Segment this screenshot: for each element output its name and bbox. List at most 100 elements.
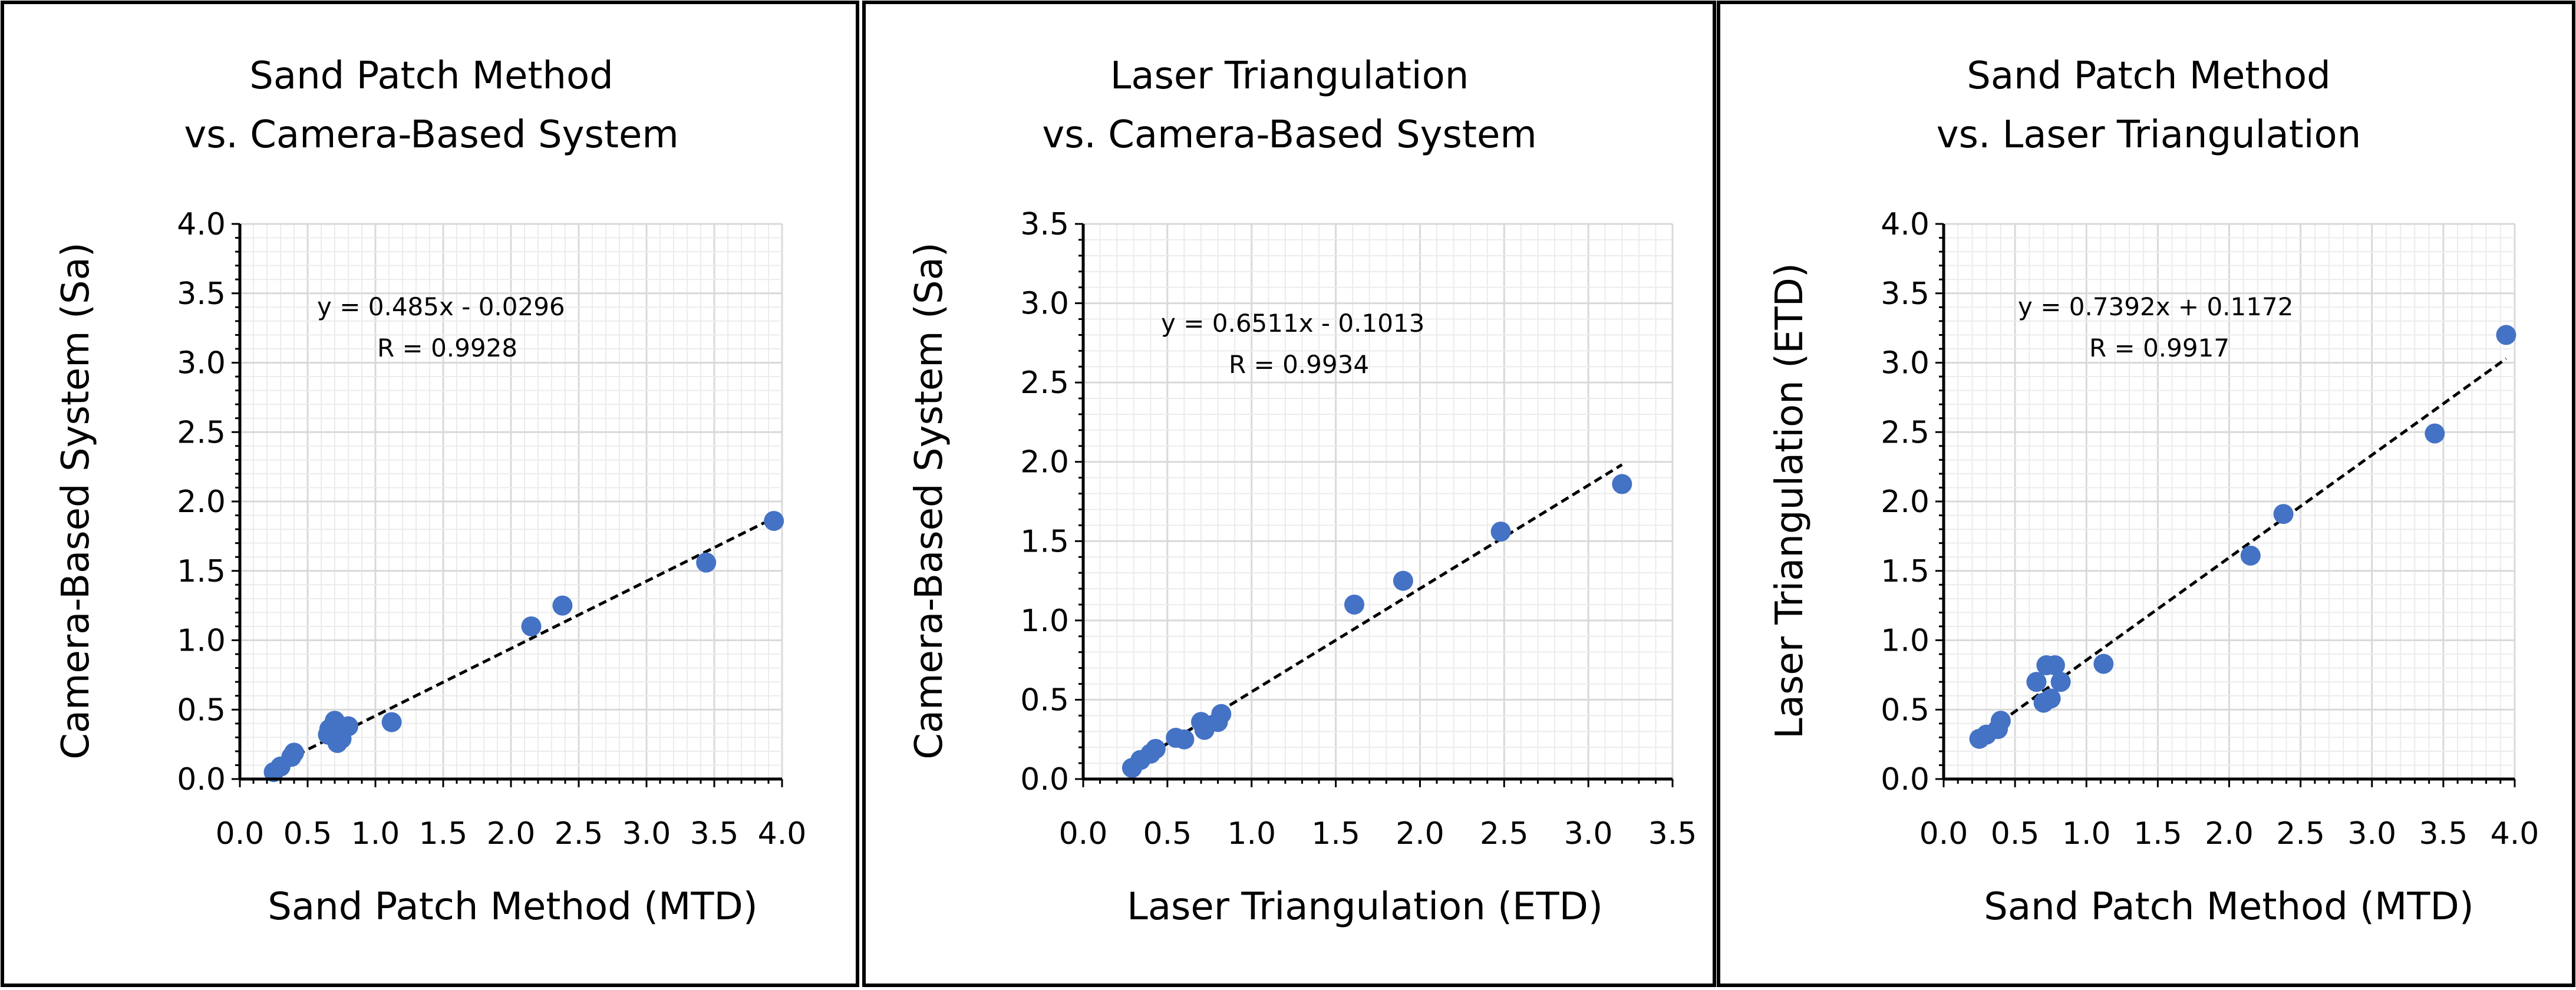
y-tick-label: 3.0 <box>1881 346 1929 381</box>
data-point <box>2240 545 2261 566</box>
y-tick-label: 1.5 <box>177 554 226 589</box>
data-point <box>1490 522 1511 542</box>
data-points <box>1122 474 1632 778</box>
y-tick-label: 3.5 <box>1020 207 1069 242</box>
data-point <box>1990 711 2011 731</box>
axes <box>1935 223 2516 787</box>
x-tick-label: 3.5 <box>1648 816 1697 852</box>
x-tick-label: 3.5 <box>2419 816 2468 852</box>
y-tick-label: 0.0 <box>1881 762 1929 797</box>
chart-title-line-1: Sand Patch Method <box>1967 54 2331 98</box>
grid <box>1944 223 2516 779</box>
y-tick-label: 1.0 <box>1020 603 1069 639</box>
x-tick-label: 0.0 <box>216 816 265 852</box>
y-tick-label: 0.0 <box>1020 762 1069 797</box>
x-axis-label: Sand Patch Method (MTD) <box>1984 885 2473 929</box>
data-point <box>2093 654 2114 674</box>
x-axis-label: Laser Triangulation (ETD) <box>1127 885 1603 929</box>
x-tick-label: 0.0 <box>1919 816 1968 852</box>
data-point <box>2044 655 2065 675</box>
y-tick-label: 1.5 <box>1020 524 1069 559</box>
y-axis-label: Camera-Based System (Sa) <box>54 242 98 760</box>
data-point <box>1211 704 1232 724</box>
x-tick-labels: 0.0 0.5 1.0 1.5 2.0 2.5 3.0 3.5 4.0 <box>216 816 807 852</box>
y-axis-label: Laser Triangulation (ETD) <box>1768 263 1812 739</box>
data-point <box>2496 325 2516 345</box>
x-tick-label: 1.5 <box>1311 816 1360 852</box>
data-points <box>1969 325 2516 749</box>
correlation-label: R = 0.9934 <box>1229 350 1369 379</box>
y-tick-label: 0.5 <box>177 692 226 728</box>
x-tick-label: 4.0 <box>758 816 807 852</box>
grid <box>240 223 783 779</box>
regression-equation: y = 0.6511x - 0.1013 <box>1161 309 1424 338</box>
panel-laser-vs-camera: Laser Triangulation vs. Camera-Based Sys… <box>862 1 1716 987</box>
data-point <box>2425 423 2445 444</box>
data-point <box>284 742 304 763</box>
chart-title-line-2: vs. Camera-Based System <box>1042 113 1536 157</box>
y-tick-labels: 0.0 0.5 1.0 1.5 2.0 2.5 3.0 3.5 4.0 <box>177 207 226 797</box>
x-tick-label: 0.5 <box>1991 816 2040 852</box>
x-tick-label: 0.5 <box>1143 816 1192 852</box>
data-point <box>521 616 542 636</box>
x-tick-labels: 0.0 0.5 1.0 1.5 2.0 2.5 3.0 3.5 <box>1059 816 1697 852</box>
y-tick-label: 3.0 <box>1020 286 1069 322</box>
y-tick-label: 2.5 <box>177 415 226 450</box>
x-tick-label: 4.0 <box>2491 816 2539 852</box>
y-tick-label: 1.0 <box>1881 623 1929 659</box>
data-point <box>552 595 573 616</box>
data-point <box>2273 504 2294 524</box>
x-tick-label: 1.0 <box>1227 816 1276 852</box>
y-tick-label: 0.5 <box>1881 692 1929 728</box>
data-point <box>2040 688 2061 709</box>
data-point <box>2026 672 2047 692</box>
chart-title-line-1: Sand Patch Method <box>249 54 614 98</box>
data-point <box>1393 570 1413 591</box>
trendline <box>1978 357 2507 738</box>
regression-equation: y = 0.7392x + 0.1172 <box>2018 292 2293 321</box>
panel-sand-patch-vs-camera: Sand Patch Method vs. Camera-Based Syste… <box>1 1 859 987</box>
x-tick-label: 2.0 <box>487 816 536 852</box>
x-tick-label: 0.0 <box>1059 816 1108 852</box>
data-point <box>1612 474 1632 494</box>
data-points <box>263 510 784 783</box>
panel-frame <box>1717 1 2575 987</box>
x-tick-label: 0.5 <box>283 816 332 852</box>
x-tick-label: 3.5 <box>690 816 739 852</box>
trendline-group <box>1978 357 2507 738</box>
y-tick-label: 1.0 <box>177 623 226 659</box>
correlation-label: R = 0.9917 <box>2089 334 2229 362</box>
data-point <box>696 552 717 573</box>
y-tick-label: 0.5 <box>1020 682 1069 718</box>
x-axis-label: Sand Patch Method (MTD) <box>268 885 757 929</box>
data-point <box>1145 738 1166 759</box>
y-tick-label: 1.5 <box>1881 554 1929 589</box>
x-tick-label: 2.5 <box>555 816 603 852</box>
axes <box>1075 223 1674 787</box>
data-point <box>381 712 402 732</box>
y-tick-label: 3.5 <box>1881 276 1929 312</box>
y-tick-label: 2.5 <box>1881 415 1929 450</box>
x-tick-label: 1.5 <box>2133 816 2182 852</box>
chart-title-line-1: Laser Triangulation <box>1110 54 1469 98</box>
x-tick-label: 3.0 <box>1564 816 1613 852</box>
x-tick-label: 2.5 <box>1480 816 1529 852</box>
y-tick-label: 4.0 <box>1881 207 1929 242</box>
x-tick-labels: 0.0 0.5 1.0 1.5 2.0 2.5 3.0 3.5 4.0 <box>1919 816 2539 852</box>
panel-sand-patch-vs-laser: Sand Patch Method vs. Laser Triangulatio… <box>1717 1 2575 987</box>
x-tick-label: 2.5 <box>2276 816 2325 852</box>
y-axis-label: Camera-Based System (Sa) <box>908 242 951 760</box>
correlation-label: R = 0.9928 <box>377 334 517 362</box>
x-tick-label: 2.0 <box>2205 816 2254 852</box>
chart-title-line-2: vs. Laser Triangulation <box>1937 113 2361 157</box>
x-tick-label: 1.5 <box>419 816 468 852</box>
x-tick-label: 1.0 <box>2062 816 2111 852</box>
data-point <box>338 716 358 737</box>
x-tick-label: 1.0 <box>351 816 400 852</box>
x-tick-label: 3.0 <box>622 816 671 852</box>
regression-equation: y = 0.485x - 0.0296 <box>317 292 565 321</box>
y-tick-label: 3.0 <box>177 346 226 381</box>
y-tick-label: 2.0 <box>177 484 226 520</box>
y-tick-label: 0.0 <box>177 762 226 797</box>
